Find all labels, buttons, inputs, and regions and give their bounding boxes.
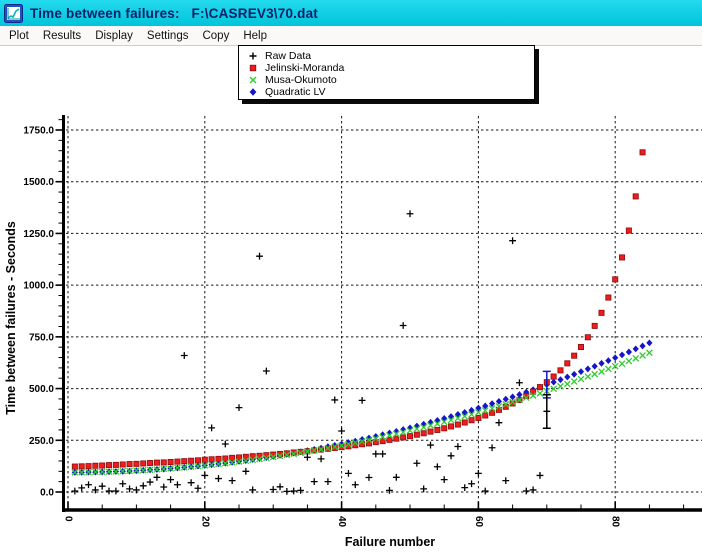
failure-chart: 0.0 250.0 500.0 750.0 1000.0 1250.0 1500.0 1750… — [4, 115, 702, 549]
svg-text:0: 0 — [63, 516, 74, 522]
y-axis-title: Time between failures - Seconds — [4, 221, 18, 415]
svg-text:60: 60 — [473, 516, 484, 528]
error-bars — [542, 370, 551, 430]
svg-text:0.0: 0.0 — [40, 488, 54, 499]
cross-marker-icon — [249, 76, 257, 84]
menu-display[interactable]: Display — [95, 29, 133, 42]
svg-text:500.0: 500.0 — [29, 384, 54, 395]
legend-item-quadratic-lv: Quadratic LV — [248, 86, 534, 98]
menu-plot[interactable]: Plot — [9, 29, 29, 42]
menu-copy[interactable]: Copy — [202, 29, 230, 42]
legend-label: Musa-Okumoto — [265, 74, 337, 86]
plot-canvas: 0.0 250.0 500.0 750.0 1000.0 1250.0 1500.0 1750… — [0, 46, 702, 553]
square-marker-icon — [249, 64, 257, 72]
menu-help[interactable]: Help — [243, 29, 267, 42]
axis-ticks — [55, 119, 685, 509]
menu-results[interactable]: Results — [42, 29, 82, 42]
legend-item-raw-data: Raw Data — [248, 50, 534, 62]
axis-titles: Failure number Time between failures - Se… — [4, 221, 435, 549]
plus-marker-icon — [249, 52, 257, 60]
axes — [62, 115, 702, 512]
series-raw-data — [71, 210, 551, 495]
window-title: Time between failures: F:\CASREV3\70.dat — [30, 5, 318, 21]
grid-lines — [66, 116, 702, 508]
x-axis-title: Failure number — [345, 535, 435, 549]
series-jelinski-moranda — [71, 149, 646, 470]
legend-label: Quadratic LV — [265, 86, 326, 98]
svg-text:40: 40 — [336, 516, 347, 528]
legend-item-jelinski-moranda: Jelinski-Moranda — [248, 62, 534, 74]
svg-text:1250.0: 1250.0 — [23, 229, 54, 240]
diamond-marker-icon — [249, 88, 257, 96]
svg-text:80: 80 — [610, 516, 621, 528]
svg-text:1750.0: 1750.0 — [23, 126, 54, 137]
chart-legend: Raw Data Jelinski-Moranda Musa-Okumoto Q… — [238, 45, 535, 100]
svg-text:250.0: 250.0 — [29, 436, 54, 447]
svg-text:1500.0: 1500.0 — [23, 177, 54, 188]
app-plot-icon — [4, 3, 23, 23]
legend-label: Jelinski-Moranda — [265, 62, 345, 74]
series-quadratic-lv — [71, 339, 653, 476]
axis-tick-labels: 0.0 250.0 500.0 750.0 1000.0 1250.0 1500.0 1750… — [23, 126, 620, 528]
svg-text:20: 20 — [199, 516, 210, 528]
title-bar: Time between failures: F:\CASREV3\70.dat — [0, 0, 702, 26]
menu-bar: Plot Results Display Settings Copy Help — [0, 26, 702, 46]
svg-text:750.0: 750.0 — [29, 332, 54, 343]
legend-item-musa-okumoto: Musa-Okumoto — [248, 74, 534, 86]
svg-text:1000.0: 1000.0 — [23, 281, 54, 292]
legend-label: Raw Data — [265, 50, 312, 62]
series-musa-okumoto — [71, 349, 653, 476]
menu-settings[interactable]: Settings — [146, 29, 189, 42]
